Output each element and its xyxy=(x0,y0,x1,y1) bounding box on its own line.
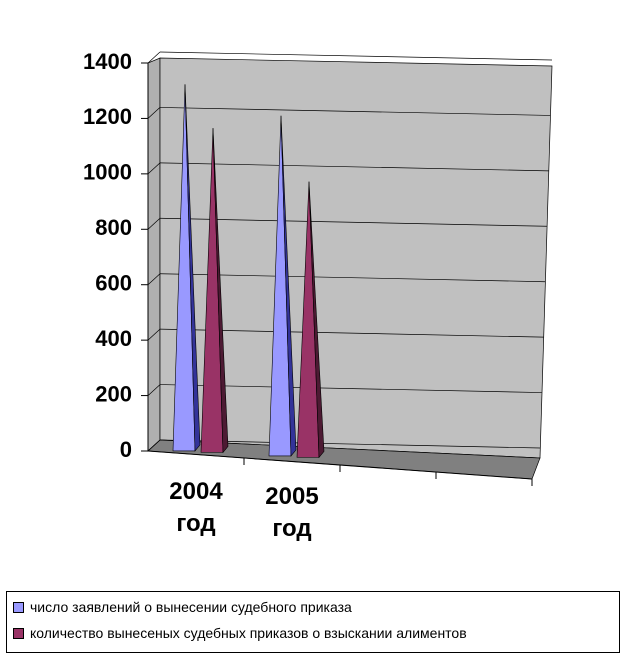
pyramid xyxy=(296,181,325,459)
grid-line xyxy=(147,107,161,119)
grid-line xyxy=(147,162,161,175)
y-tick-label: 1200 xyxy=(83,104,132,129)
grid-line xyxy=(159,162,549,172)
grid-line xyxy=(147,218,161,230)
legend-swatch xyxy=(13,628,24,639)
pyramid-side xyxy=(212,128,229,454)
grid-line xyxy=(159,273,546,283)
y-tick-label: 200 xyxy=(95,381,132,406)
pyramid xyxy=(200,128,229,454)
x-tick-label: 2005 год xyxy=(265,483,319,542)
legend: число заявлений о вынесении судебного пр… xyxy=(6,591,620,653)
grid-line xyxy=(147,51,161,64)
legend-item: количество вынесеных судебных приказов о… xyxy=(13,625,467,641)
x-tick-label: 2004 год xyxy=(169,478,223,537)
y-tick-label: 800 xyxy=(95,215,132,240)
grid-line xyxy=(147,384,161,396)
legend-item: число заявлений о вынесении судебного пр… xyxy=(13,599,352,615)
y-tick-label: 0 xyxy=(120,437,132,462)
legend-label: число заявлений о вынесении судебного пр… xyxy=(30,599,352,615)
grid-line xyxy=(159,217,547,227)
pyramid-side xyxy=(184,84,201,452)
y-tick-label: 400 xyxy=(95,326,132,351)
legend-swatch xyxy=(13,602,24,613)
grid-line xyxy=(159,107,551,116)
legend-label: количество вынесеных судебных приказов о… xyxy=(30,625,467,641)
chart: 0 200 400 600 800 1000 1200 1400 xyxy=(83,49,553,486)
pyramid xyxy=(172,84,201,452)
grid-line xyxy=(159,328,544,338)
y-tick-label: 1000 xyxy=(83,160,132,185)
y-tick-label: 1400 xyxy=(83,49,132,74)
pyramid-side xyxy=(308,181,325,459)
grid-line xyxy=(147,439,161,452)
pyramid xyxy=(268,115,297,457)
y-tick-label: 600 xyxy=(95,271,132,296)
grid-line xyxy=(159,51,553,61)
grid-line xyxy=(147,273,161,285)
pyramid-side xyxy=(280,115,297,457)
grid-line xyxy=(147,328,161,341)
